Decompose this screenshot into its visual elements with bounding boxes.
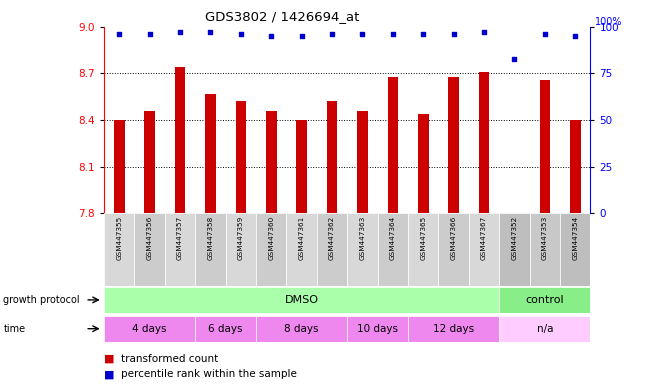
Bar (448, 76, 459, 213)
Text: GSM447361: GSM447361 (299, 215, 305, 260)
Point (570, 33, 580, 39)
Bar (499, 316, 590, 342)
Bar (225, 213, 256, 286)
Point (174, 30, 185, 36)
Text: GSM447363: GSM447363 (360, 215, 366, 260)
Bar (205, 94, 216, 213)
Bar (348, 213, 378, 286)
Point (114, 31, 125, 37)
Point (236, 31, 246, 37)
Text: ■: ■ (104, 369, 118, 379)
Text: time: time (3, 324, 25, 334)
Bar (287, 213, 317, 286)
Text: n/a: n/a (537, 324, 553, 334)
Bar (256, 316, 348, 342)
Point (509, 55, 520, 61)
Point (357, 31, 368, 37)
Text: GSM447357: GSM447357 (177, 215, 183, 260)
Text: growth protocol: growth protocol (3, 295, 80, 305)
Bar (438, 213, 469, 286)
Bar (297, 120, 307, 213)
Text: 10 days: 10 days (357, 324, 398, 334)
Bar (195, 316, 256, 342)
Bar (539, 79, 550, 213)
Point (418, 31, 429, 37)
Bar (104, 287, 499, 313)
Text: GSM447360: GSM447360 (268, 215, 274, 260)
Point (297, 33, 307, 39)
Text: GSM447353: GSM447353 (542, 215, 548, 260)
Text: 8 days: 8 days (285, 324, 319, 334)
Bar (408, 316, 499, 342)
Text: GDS3802 / 1426694_at: GDS3802 / 1426694_at (205, 10, 359, 23)
Text: GSM447367: GSM447367 (481, 215, 487, 260)
Text: transformed count: transformed count (121, 354, 218, 364)
Point (539, 31, 550, 37)
Text: GSM447355: GSM447355 (116, 215, 122, 260)
Bar (418, 114, 429, 213)
Bar (529, 213, 560, 286)
Bar (114, 120, 125, 213)
Text: GSM447366: GSM447366 (451, 215, 457, 260)
Text: GSM447358: GSM447358 (207, 215, 213, 260)
Bar (499, 287, 590, 313)
Point (387, 31, 398, 37)
Bar (317, 213, 348, 286)
Bar (348, 316, 408, 342)
Bar (256, 213, 287, 286)
Bar (469, 213, 499, 286)
Text: ■: ■ (104, 354, 118, 364)
Text: percentile rank within the sample: percentile rank within the sample (121, 369, 297, 379)
Text: GSM447365: GSM447365 (420, 215, 426, 260)
Bar (478, 72, 489, 213)
Bar (165, 213, 195, 286)
Bar (144, 111, 155, 213)
Text: 6 days: 6 days (209, 324, 243, 334)
Text: DMSO: DMSO (285, 295, 319, 305)
Point (266, 33, 276, 39)
Text: GSM447354: GSM447354 (572, 215, 578, 260)
Text: GSM447356: GSM447356 (146, 215, 152, 260)
Bar (236, 101, 246, 213)
Point (205, 30, 216, 36)
Point (448, 31, 459, 37)
Text: 4 days: 4 days (132, 324, 167, 334)
Text: 100%: 100% (595, 17, 623, 27)
Bar (266, 111, 276, 213)
Bar (560, 213, 590, 286)
Bar (388, 76, 398, 213)
Text: GSM447359: GSM447359 (238, 215, 244, 260)
Point (327, 31, 338, 37)
Point (478, 30, 489, 36)
Bar (134, 213, 165, 286)
Bar (174, 67, 185, 213)
Bar (408, 213, 438, 286)
Text: 12 days: 12 days (433, 324, 474, 334)
Text: GSM447362: GSM447362 (329, 215, 335, 260)
Bar (357, 111, 368, 213)
Bar (378, 213, 408, 286)
Bar (327, 101, 338, 213)
Bar (570, 120, 580, 213)
Bar (104, 213, 134, 286)
Bar (195, 213, 225, 286)
Bar (104, 316, 195, 342)
Bar (499, 213, 529, 286)
Point (144, 31, 155, 37)
Text: GSM447364: GSM447364 (390, 215, 396, 260)
Text: control: control (525, 295, 564, 305)
Text: GSM447352: GSM447352 (511, 215, 517, 260)
